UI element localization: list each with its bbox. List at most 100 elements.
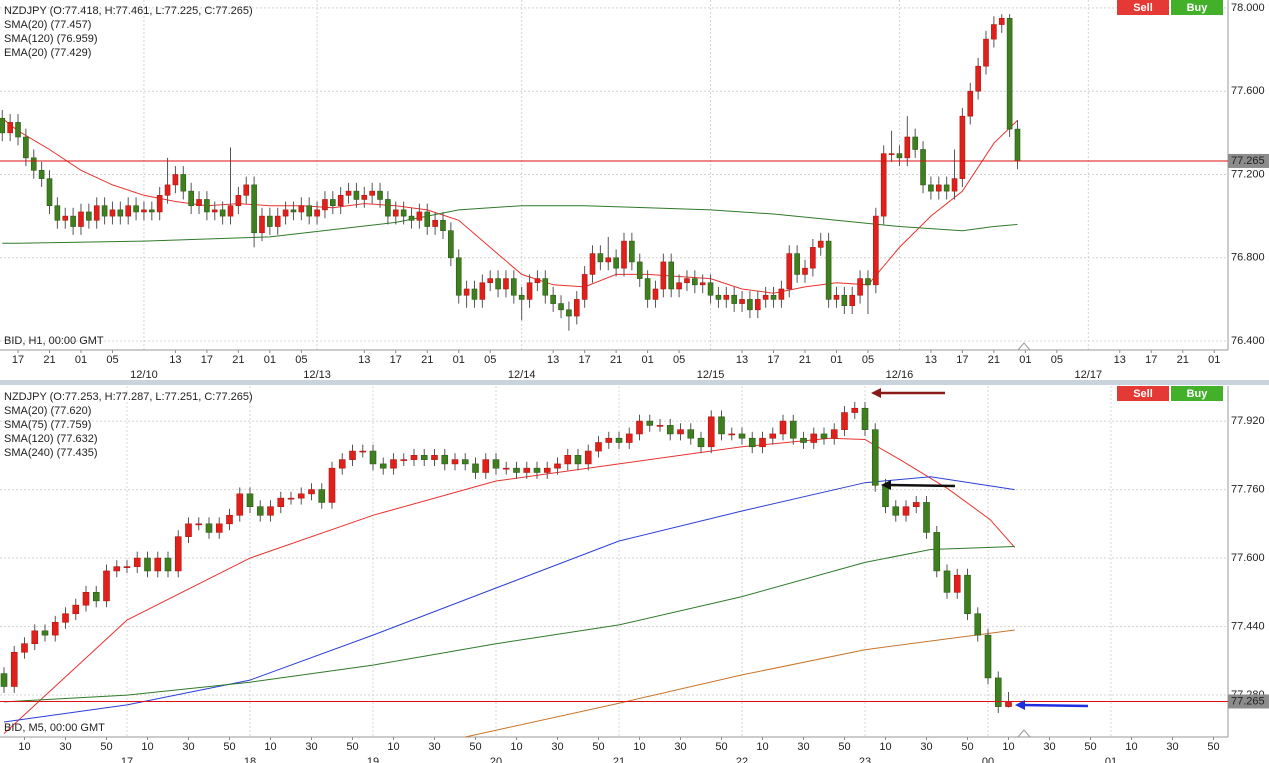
candle-body bbox=[974, 613, 982, 636]
candle-body bbox=[482, 459, 490, 473]
candle-body bbox=[573, 299, 580, 317]
candle-body bbox=[204, 199, 210, 213]
trade-button-bg[interactable] bbox=[1171, 386, 1223, 401]
candle-body bbox=[188, 190, 194, 207]
chart-title: NZDJPY (O:77.253, H:77.287, L:77.251, C:… bbox=[4, 391, 253, 403]
x-tick-label: 13 bbox=[547, 354, 559, 366]
candle-body bbox=[72, 604, 80, 615]
candle-body bbox=[196, 199, 202, 207]
candle-body bbox=[502, 467, 510, 470]
candle-body bbox=[46, 178, 53, 207]
x-tick-label: 30 bbox=[428, 741, 440, 753]
candle-body bbox=[235, 195, 242, 207]
x-tick-label: 01 bbox=[264, 354, 276, 366]
candle-body bbox=[810, 247, 816, 269]
candle-body bbox=[707, 282, 714, 296]
date-label: 19 bbox=[367, 756, 379, 763]
candle-body bbox=[274, 215, 281, 227]
x-tick-label: 21 bbox=[232, 354, 244, 366]
candle-body bbox=[566, 309, 572, 317]
candle-body bbox=[298, 205, 305, 213]
candle-body bbox=[652, 288, 659, 300]
candle-body bbox=[975, 65, 981, 92]
candle-body bbox=[226, 514, 233, 525]
candle-body bbox=[739, 299, 745, 304]
trade-button-bg[interactable] bbox=[1171, 0, 1223, 15]
candle-body bbox=[318, 489, 326, 503]
trade-button-label[interactable]: Buy bbox=[1187, 2, 1209, 14]
candle-body bbox=[738, 433, 746, 439]
candle-body bbox=[574, 455, 582, 465]
date-label: 23 bbox=[859, 756, 871, 763]
candle-body bbox=[636, 420, 643, 435]
candle-body bbox=[636, 261, 643, 279]
candle-body bbox=[38, 170, 45, 179]
x-tick-label: 17 bbox=[1145, 354, 1157, 366]
candle-body bbox=[871, 429, 879, 486]
trade-button-label[interactable]: Sell bbox=[1133, 388, 1153, 400]
candle-body bbox=[471, 288, 478, 300]
candle-body bbox=[534, 278, 541, 284]
x-tick-label: 50 bbox=[469, 741, 481, 753]
candle-body bbox=[873, 215, 879, 286]
candle-body bbox=[518, 294, 525, 300]
trade-button[interactable]: Buy bbox=[1171, 386, 1223, 401]
candle-body bbox=[841, 412, 848, 430]
trade-button-label[interactable]: Sell bbox=[1133, 2, 1153, 14]
candle-body bbox=[385, 199, 391, 217]
x-tick-label: 21 bbox=[988, 354, 1000, 366]
candle-body bbox=[133, 205, 139, 213]
x-tick-label: 10 bbox=[879, 741, 891, 753]
candle-body bbox=[227, 205, 234, 217]
y-tick-label: 77.920 bbox=[1231, 415, 1265, 427]
candle-body bbox=[543, 467, 551, 473]
trade-button-bg[interactable] bbox=[1117, 386, 1169, 401]
candle-body bbox=[236, 493, 244, 516]
candle-body bbox=[164, 184, 171, 196]
x-tick-label: 05 bbox=[106, 354, 118, 366]
trade-button[interactable]: Sell bbox=[1117, 386, 1169, 401]
candle-body bbox=[369, 190, 375, 196]
candle-body bbox=[431, 455, 438, 460]
chart-pane: 77.92077.76077.60077.44077.2801718192021… bbox=[0, 386, 1269, 763]
x-tick-label: 50 bbox=[961, 741, 973, 753]
candle-body bbox=[109, 209, 116, 217]
x-tick-label: 30 bbox=[59, 741, 71, 753]
candle-body bbox=[123, 566, 131, 568]
candle-body bbox=[195, 523, 203, 526]
price-tag-label: 77.265 bbox=[1231, 155, 1265, 167]
x-tick-label: 10 bbox=[1002, 741, 1014, 753]
trade-button-bg[interactable] bbox=[1117, 0, 1169, 15]
x-tick-label: 30 bbox=[182, 741, 194, 753]
candle-body bbox=[605, 257, 612, 263]
trade-button-label[interactable]: Buy bbox=[1187, 388, 1209, 400]
candle-body bbox=[959, 115, 966, 179]
candle-body bbox=[558, 303, 564, 311]
trade-button[interactable]: Buy bbox=[1171, 0, 1223, 15]
candle-body bbox=[21, 643, 28, 653]
x-tick-label: 13 bbox=[736, 354, 748, 366]
candle-body bbox=[408, 215, 415, 221]
candle-body bbox=[455, 257, 462, 296]
candle-body bbox=[820, 433, 828, 439]
candle-body bbox=[943, 570, 951, 593]
candle-body bbox=[337, 195, 344, 207]
x-tick-label: 50 bbox=[1084, 741, 1096, 753]
candle-body bbox=[728, 433, 736, 436]
candle-body bbox=[282, 209, 289, 217]
candle-body bbox=[322, 199, 328, 211]
candle-body bbox=[904, 136, 911, 159]
candle-body bbox=[951, 178, 958, 192]
candle-body bbox=[817, 240, 824, 248]
candle-body bbox=[1006, 18, 1013, 130]
x-tick-label: 17 bbox=[579, 354, 591, 366]
chart-pane: 78.000 77.600 77.200 76.800 76.400 12/10 12/13… bbox=[0, 0, 1269, 381]
candle-body bbox=[983, 38, 989, 67]
date-label: 12/14 bbox=[508, 369, 536, 381]
trade-button[interactable]: Sell bbox=[1117, 0, 1169, 15]
candle-body bbox=[550, 294, 556, 304]
candle-body bbox=[513, 467, 520, 473]
candle-body bbox=[754, 299, 761, 311]
candle-body bbox=[180, 174, 187, 192]
candle-body bbox=[31, 630, 39, 644]
